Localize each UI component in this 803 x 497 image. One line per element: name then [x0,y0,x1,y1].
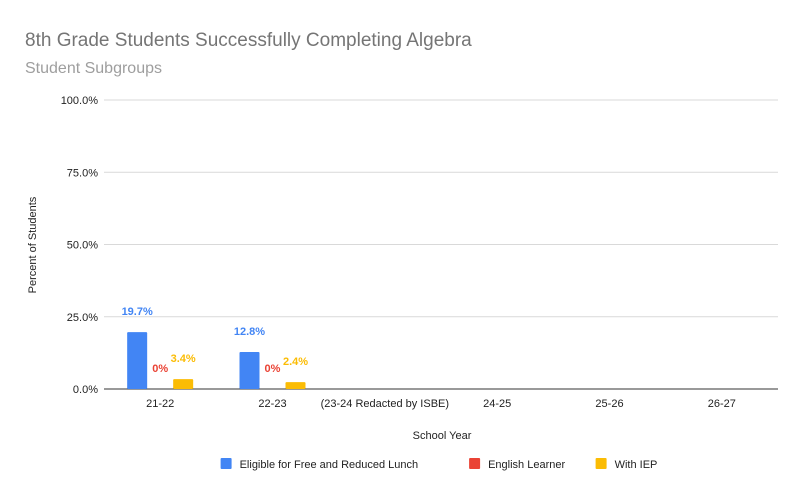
data-label: 0% [265,363,281,375]
data-label: 0% [152,363,168,375]
legend: Eligible for Free and Reduced Lunch Engli… [220,458,658,471]
x-axis-ticks: 21-22 22-23 (23-24 Redacted by ISBE) 24-25 2… [146,398,736,410]
y-axis-title: Percent of Students [27,196,39,293]
data-label: 12.8% [234,326,265,338]
bar [173,379,194,389]
bar [239,352,260,389]
x-axis-title: School Year [413,430,472,442]
x-tick-label: 26-27 [708,398,736,410]
y-axis-ticks: 0.0% 25.0% 50.0% 75.0% 100.0% [61,95,99,396]
x-tick-label: (23-24 Redacted by ISBE) [321,398,449,410]
y-tick-label: 50.0% [67,240,98,252]
gridlines [104,99,778,390]
y-tick-label: 0.0% [73,384,98,396]
data-label: 2.4% [283,356,308,368]
x-tick-label: 22-23 [258,398,286,410]
legend-label: English Learner [488,459,565,471]
legend-swatch [220,458,232,469]
legend-label: Eligible for Free and Reduced Lunch [240,459,419,471]
data-label: 3.4% [171,353,196,365]
bar [285,382,306,389]
x-tick-label: 21-22 [146,398,174,410]
bars [127,332,306,389]
legend-swatch [595,458,607,469]
y-tick-label: 75.0% [67,167,98,179]
chart-subtitle: Student Subgroups [25,60,162,77]
data-label: 19.7% [122,306,153,318]
x-tick-label: 25-26 [595,398,623,410]
data-labels: 19.7%12.8%0% 0%3.4% 2.4% [122,306,309,375]
legend-swatch [469,458,481,469]
y-tick-label: 25.0% [67,312,98,324]
legend-label: With IEP [615,459,658,471]
chart-title: 8th Grade Students Successfully Completi… [25,30,472,51]
y-tick-label: 100.0% [61,95,99,107]
x-tick-label: 24-25 [483,398,511,410]
bar [127,332,148,389]
